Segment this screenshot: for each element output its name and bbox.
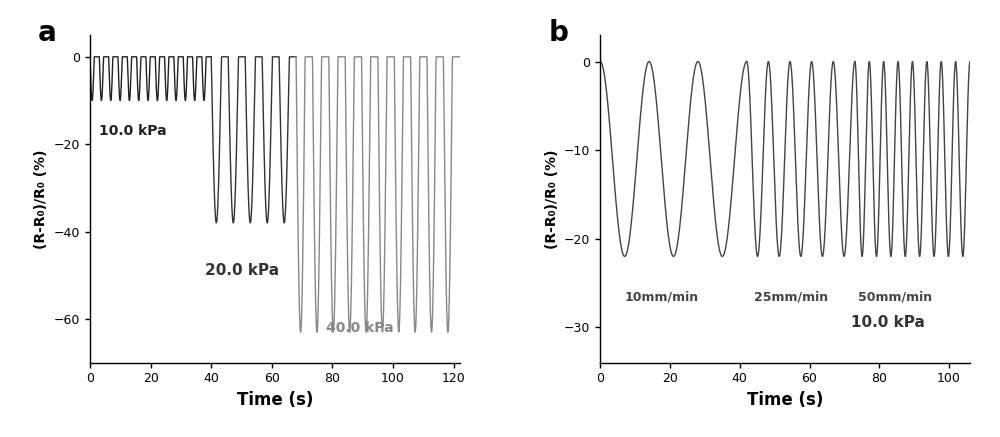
Text: 20.0 kPa: 20.0 kPa [205,264,279,278]
Text: 10.0 kPa: 10.0 kPa [851,315,925,330]
Text: 50mm/min: 50mm/min [858,291,933,304]
Text: 40.0 kPa: 40.0 kPa [326,321,394,335]
Text: 10mm/min: 10mm/min [625,291,699,304]
Text: 25mm/min: 25mm/min [754,291,828,304]
Y-axis label: (R-R₀)/R₀ (%): (R-R₀)/R₀ (%) [545,149,559,249]
Y-axis label: (R-R₀)/R₀ (%): (R-R₀)/R₀ (%) [34,149,48,249]
X-axis label: Time (s): Time (s) [747,391,823,409]
Text: 10.0 kPa: 10.0 kPa [99,125,167,139]
Text: a: a [38,18,57,47]
Text: b: b [548,18,568,47]
X-axis label: Time (s): Time (s) [237,391,313,409]
